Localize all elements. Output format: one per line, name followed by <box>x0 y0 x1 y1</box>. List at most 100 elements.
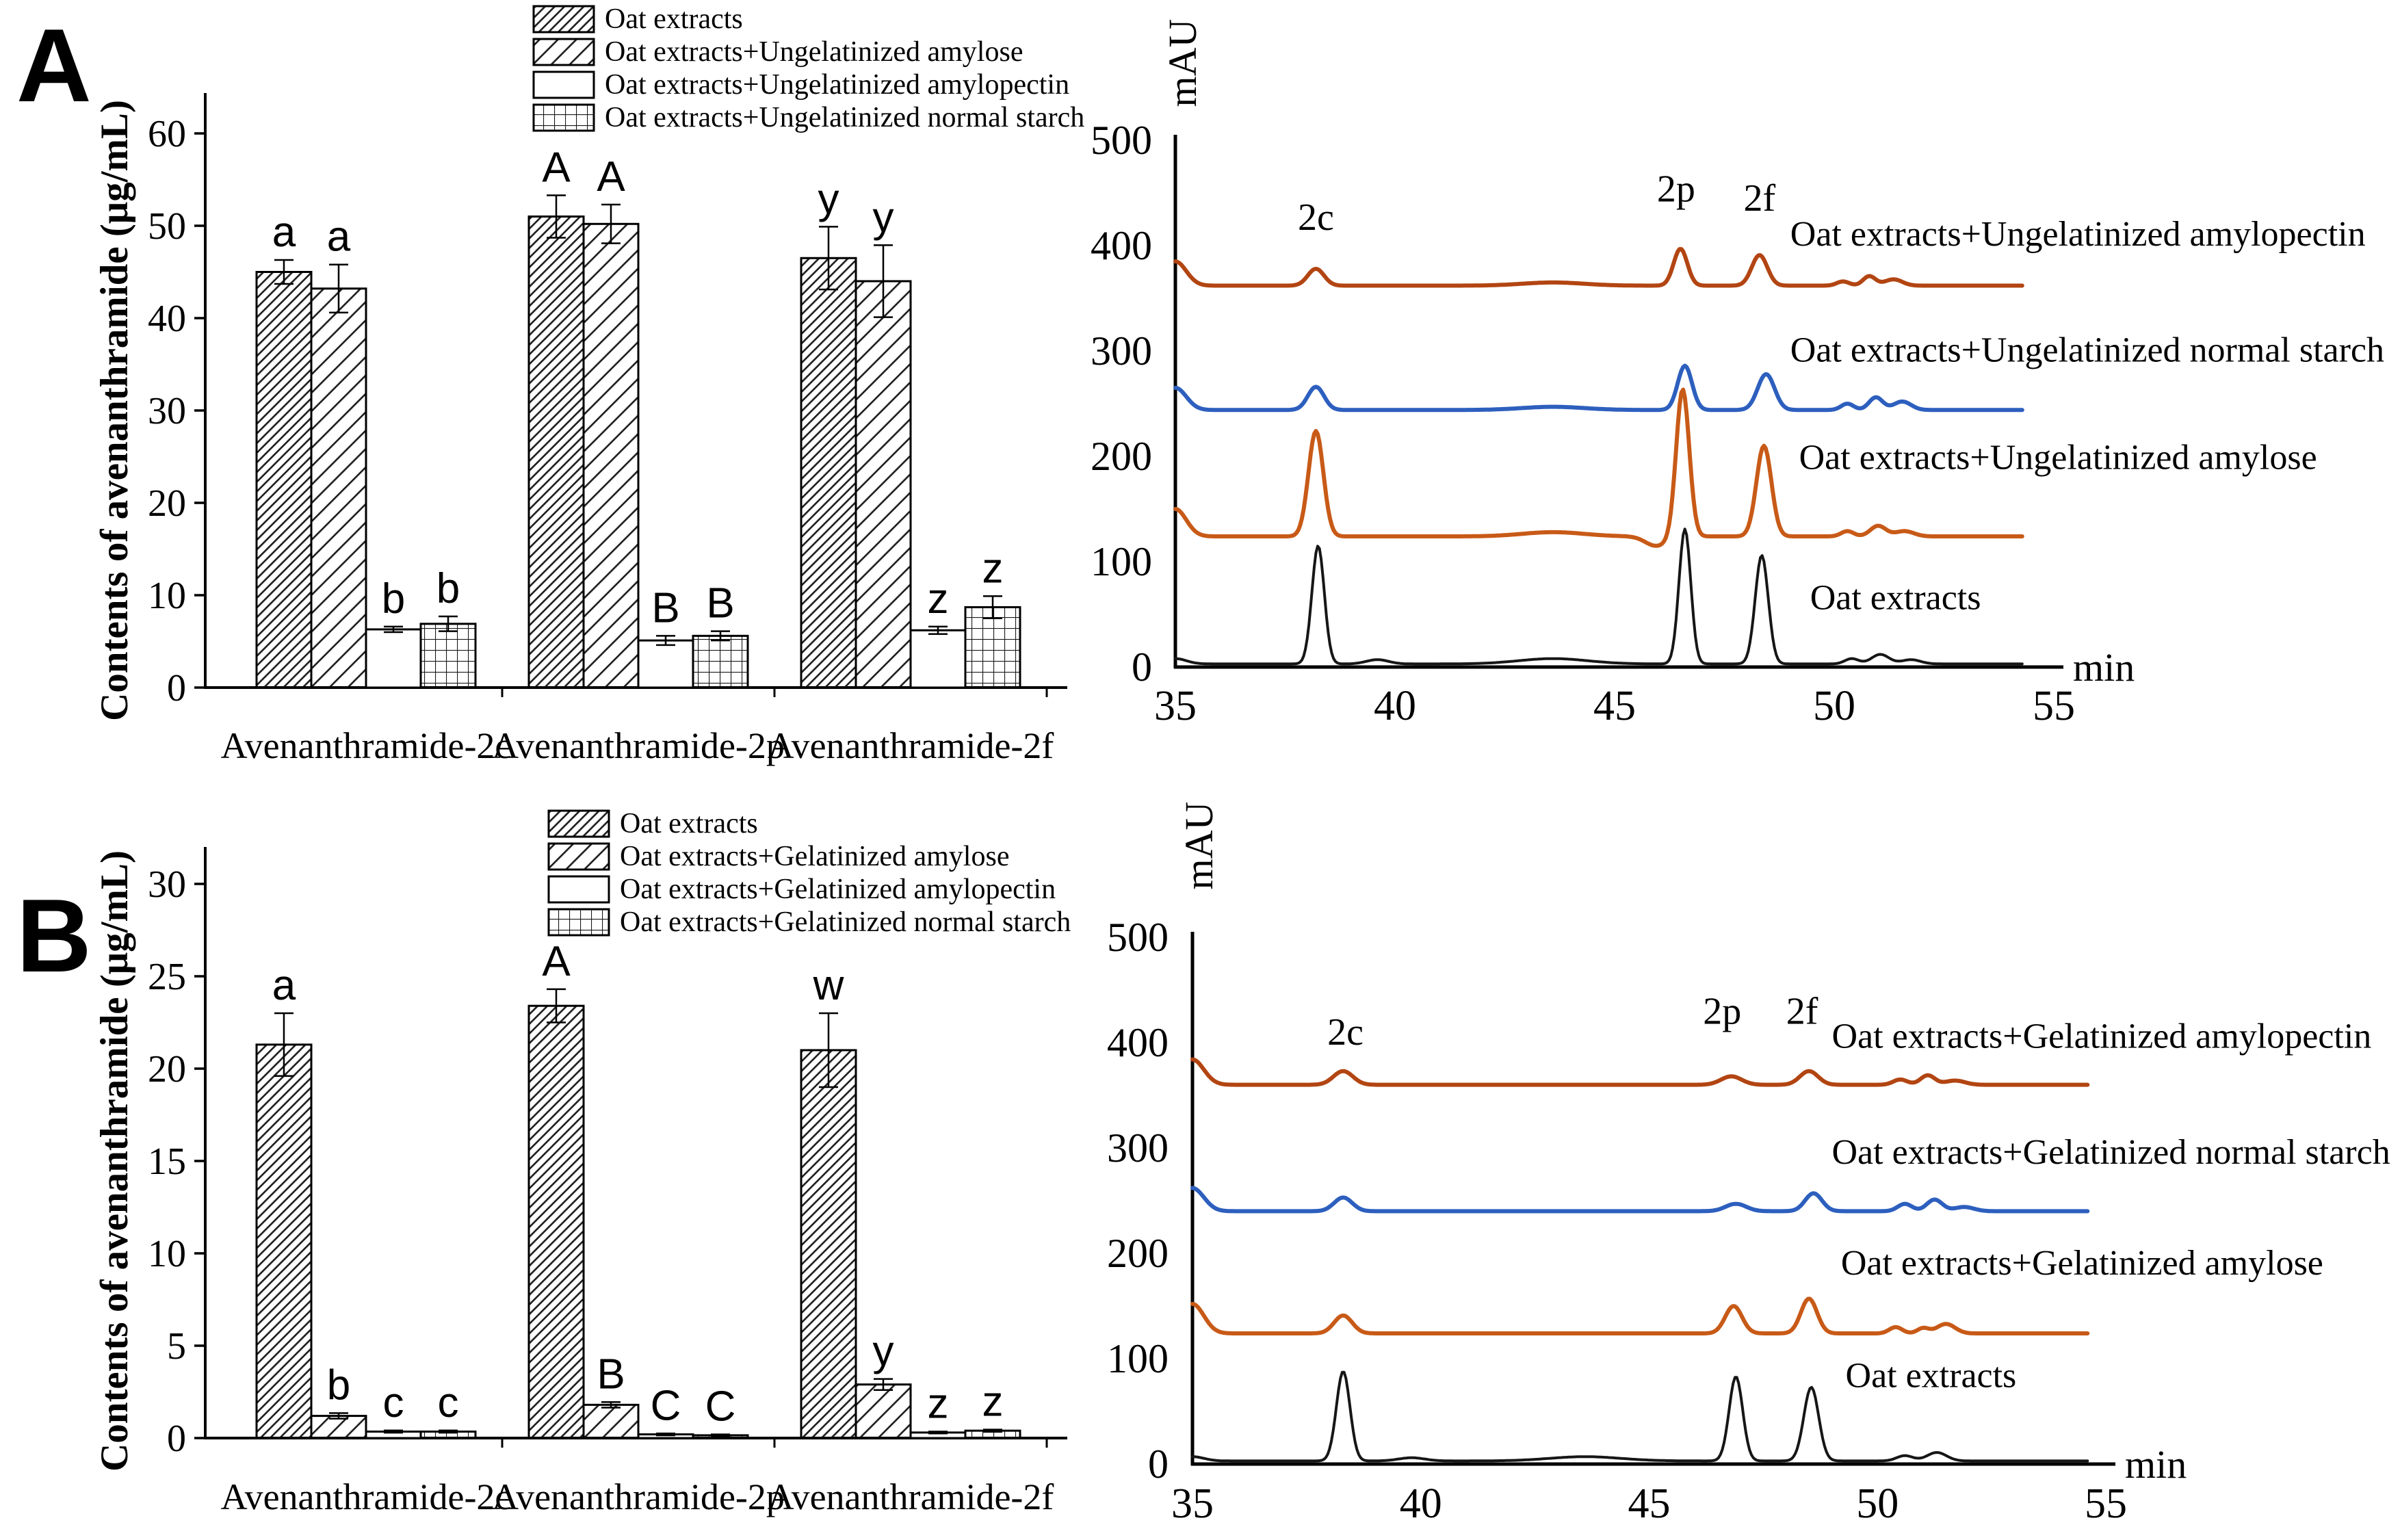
bar-chart-panel-b: 0 5 10 15 20 25 30 Contents of avenanthramide (… <box>93 847 1067 1517</box>
chromatogram-panel-b: 0 100 200 300 400 500 35 40 45 50 55 mAU min Oat extr… <box>1107 802 2390 1527</box>
significance-letter: A <box>542 144 571 191</box>
significance-letter: a <box>272 962 296 1009</box>
legend-row: Oat extracts+Ungelatinized normal starch <box>532 102 1084 133</box>
legend-label: Oat extracts+Gelatinized amylopectin <box>620 874 1056 905</box>
y-tick-label: 0 <box>1148 1441 1169 1487</box>
chromatogram-trace <box>1173 363 2024 413</box>
legend-swatch-grid <box>532 103 595 132</box>
significance-letter: y <box>873 1328 894 1375</box>
chromatogram-trace <box>1173 247 2024 288</box>
y-tick-label: 30 <box>148 390 186 432</box>
significance-letter: A <box>597 153 625 200</box>
trace-label: Oat extracts+Gelatinized amylose <box>1841 1244 2323 1283</box>
x-tick-label: 40 <box>1400 1480 1442 1527</box>
y-tick-label: 100 <box>1107 1336 1169 1381</box>
y-tick-label: 500 <box>1091 118 1152 163</box>
legend-label: Oat extracts+Ungelatinized amylopectin <box>605 69 1070 101</box>
x-tick-label: 55 <box>2085 1480 2127 1527</box>
legend-label: Oat extracts+Gelatinized amylose <box>620 841 1010 872</box>
y-tick-label: 5 <box>167 1325 186 1368</box>
y-tick-label: 25 <box>148 956 186 998</box>
x-axis-unit: min <box>2073 645 2135 690</box>
bar <box>582 1403 640 1439</box>
x-tick-label: 40 <box>1374 683 1416 729</box>
chromatogram-panel-a: 0 100 200 300 400 500 35 40 45 50 55 mAU min Oat extr… <box>1091 19 2384 729</box>
category-label: Avenanthramide-2c <box>221 1476 512 1517</box>
significance-letter: A <box>542 938 571 985</box>
significance-letter: B <box>597 1350 625 1398</box>
significance-letter: w <box>813 962 844 1009</box>
x-tick-label: 55 <box>2033 683 2075 729</box>
y-tick-label: 20 <box>148 1048 186 1091</box>
bar <box>419 623 477 689</box>
trace-label: Oat extracts+Ungelatinized amylose <box>1799 438 2317 477</box>
bar <box>255 271 313 689</box>
legend-row: Oat extracts+Ungelatinized amylose <box>532 36 1084 68</box>
bar <box>255 1043 313 1439</box>
y-tick-label: 50 <box>148 205 186 248</box>
chromatogram-trace <box>1190 1296 2090 1335</box>
bar <box>964 606 1021 689</box>
chromatogram-trace <box>1191 1370 2089 1463</box>
bar <box>527 216 585 689</box>
category-label: Avenanthramide-2f <box>768 725 1054 766</box>
legend-swatch-plain <box>532 70 595 99</box>
significance-letter: c <box>383 1379 404 1426</box>
category-label: Avenanthramide-2p <box>492 1476 785 1517</box>
significance-letter: z <box>982 1379 1004 1426</box>
bar <box>855 1383 912 1439</box>
chromatogram-trace <box>1190 1186 2090 1214</box>
significance-letter: b <box>382 575 405 623</box>
category-label: Avenanthramide-2c <box>221 725 512 766</box>
x-tick-label: 50 <box>1856 1480 1899 1527</box>
bar <box>527 1004 585 1439</box>
y-tick-label: 400 <box>1091 223 1152 268</box>
bar <box>800 1049 857 1439</box>
significance-letter: b <box>436 565 460 612</box>
y-tick-label: 10 <box>148 1233 186 1275</box>
panel-a-label: A <box>16 8 92 124</box>
significance-letter: B <box>706 580 734 627</box>
panel-b-label: B <box>16 878 92 994</box>
trace-label: Oat extracts+Ungelatinized amylopectin <box>1790 215 2366 254</box>
trace-label: Oat extracts+Ungelatinized normal starch <box>1790 330 2384 369</box>
y-tick-label: 300 <box>1107 1125 1169 1171</box>
trace-label: Oat extracts <box>1810 578 1981 617</box>
legend-panel-a: Oat extracts Oat extracts+Ungelatinized a… <box>532 3 1084 133</box>
legend-swatch-hatch-light <box>547 842 610 871</box>
trace-label: Oat extracts <box>1846 1357 2017 1396</box>
legend-label: Oat extracts+Ungelatinized amylose <box>605 36 1023 68</box>
bar <box>855 280 912 689</box>
chromatogram-trace <box>1174 527 2024 666</box>
peak-label: 2p <box>1703 990 1741 1032</box>
significance-letter: z <box>928 1381 949 1428</box>
significance-letter: y <box>818 175 839 222</box>
significance-letter: y <box>873 194 894 241</box>
legend-swatch-grid <box>547 908 610 937</box>
chromatogram-trace <box>1173 387 2024 548</box>
legend-swatch-hatch-light <box>532 38 595 66</box>
significance-letter: C <box>651 1382 681 1429</box>
category-label: Avenanthramide-2f <box>768 1476 1054 1517</box>
y-axis-title: Contents of avenanthramide (μg/mL) <box>93 850 136 1472</box>
bar <box>365 628 422 689</box>
y-axis-title: Contents of avenanthramide (μg/mL) <box>93 100 136 721</box>
bar <box>909 629 967 689</box>
legend-panel-b: Oat extracts Oat extracts+Gelatinized amy… <box>547 808 1071 938</box>
legend-row: Oat extracts+Ungelatinized amylopectin <box>532 69 1084 101</box>
x-tick-label: 35 <box>1171 1480 1214 1527</box>
legend-row: Oat extracts+Gelatinized normal starch <box>547 906 1071 938</box>
peak-label: 2f <box>1744 177 1776 220</box>
y-axis-unit: mAU <box>1177 802 1221 890</box>
y-tick-label: 10 <box>148 575 186 617</box>
significance-letter: a <box>327 213 351 261</box>
y-tick-label: 30 <box>148 863 186 906</box>
trace-label: Oat extracts+Gelatinized amylopectin <box>1832 1017 2372 1056</box>
trace-label: Oat extracts+Gelatinized normal starch <box>1832 1133 2390 1172</box>
y-tick-label: 200 <box>1107 1231 1169 1276</box>
peak-label: 2c <box>1327 1011 1364 1054</box>
significance-letter: B <box>651 584 679 631</box>
legend-row: Oat extracts <box>547 808 1071 839</box>
legend-row: Oat extracts <box>532 3 1084 35</box>
bar <box>310 287 367 689</box>
